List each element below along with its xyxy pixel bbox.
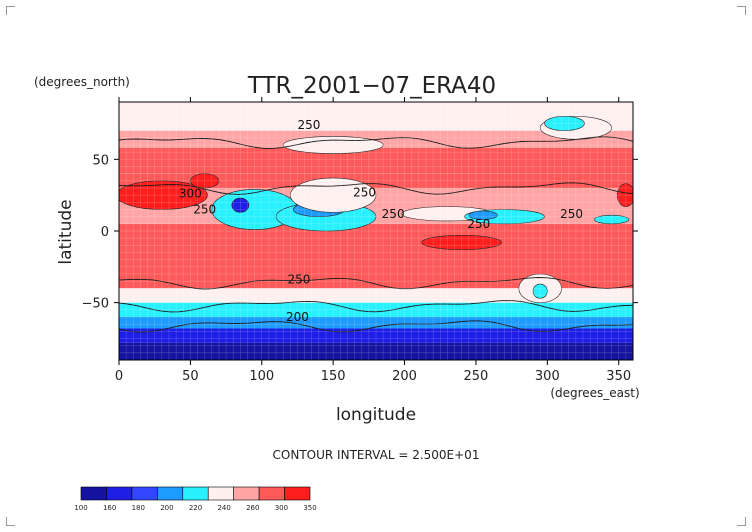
contour-label-3: 250: [382, 207, 405, 221]
contour-label-4: 250: [467, 217, 490, 231]
legend-swatch-0: [80, 486, 107, 501]
contour-labels: 250 250 250 250 250 250 250 200 300: [179, 118, 583, 324]
legend-swatch-5: [207, 486, 234, 501]
contour-label-5: 250: [560, 207, 583, 221]
zonal-band-2: [119, 147, 633, 174]
legend-swatch-1: [106, 486, 133, 501]
x-tick-label-5: 250: [464, 369, 489, 384]
y-tick-label-1: 0: [101, 225, 109, 240]
crop-mark-top-right: [737, 6, 746, 15]
legend-swatch-7: [258, 486, 285, 501]
crop-mark-top-left: [6, 6, 15, 15]
plot-grid: [119, 102, 633, 360]
zonal-band-9: [119, 328, 633, 343]
x-tick-label-4: 200: [392, 369, 417, 384]
legend-label-8: 350: [303, 504, 316, 512]
y-axis-label: latitude: [56, 199, 76, 264]
legend-label-4: 220: [189, 504, 202, 512]
legend-label-5: 240: [217, 504, 230, 512]
zonal-band-6: [119, 288, 633, 303]
contour-label-2: 250: [193, 203, 216, 217]
x-axis-units: (degrees_east): [550, 386, 639, 400]
feature-blob-8: [231, 197, 250, 213]
legend-label-0: 100: [74, 504, 87, 512]
crop-mark-bottom-right: [737, 517, 746, 526]
feature-blob-3: [616, 183, 633, 207]
contour-label-0: 250: [297, 118, 320, 132]
feature-blob-13: [468, 210, 498, 220]
contour-interval-note: CONTOUR INTERVAL = 2.500E+01: [273, 448, 480, 462]
x-tick-label-6: 300: [535, 369, 560, 384]
feature-blob-15: [290, 177, 377, 213]
legend-label-1: 160: [103, 504, 116, 512]
legend-swatch-8: [284, 486, 311, 501]
heatmap-features: [119, 116, 633, 303]
legend-swatch-3: [157, 486, 184, 501]
zonal-band-8: [119, 317, 633, 329]
legend-swatch-6: [233, 486, 260, 501]
y-tick-label-2: 50: [92, 153, 109, 168]
contour-line-2: [119, 277, 633, 290]
legend-label-6: 260: [246, 504, 259, 512]
feature-blob-14: [594, 214, 630, 225]
zonal-band-3: [119, 173, 633, 188]
feature-blob-17: [532, 283, 548, 299]
crop-mark-bottom-left: [6, 517, 15, 526]
legend-label-2: 180: [132, 504, 145, 512]
x-axis-label: longitude: [336, 405, 416, 425]
zonal-band-10: [119, 342, 633, 360]
x-tick-label-7: 350: [606, 369, 631, 384]
zonal-band-7: [119, 302, 633, 317]
x-axis-ticks: 0 50 100 150 200 250 300 350: [115, 97, 631, 384]
contour-line-3: [119, 300, 633, 313]
contour-line-1: [119, 182, 633, 195]
legend-label-3: 200: [160, 504, 173, 512]
legend-label-7: 300: [275, 504, 288, 512]
color-legend: 100 160 180 200 220 240 260 300 350: [74, 486, 317, 512]
feature-blob-6: [544, 116, 585, 131]
y-axis-units: (degrees_north): [34, 75, 130, 89]
y-axis-ticks: −50 0 50: [82, 153, 638, 312]
legend-swatch-4: [182, 486, 209, 501]
contour-label-6: 250: [287, 273, 310, 287]
feature-blob-2: [421, 234, 502, 250]
x-tick-label-0: 0: [115, 369, 123, 384]
x-tick-label-2: 100: [249, 369, 274, 384]
y-tick-label-0: −50: [82, 297, 109, 312]
chart-title: TTR_2001−07_ERA40: [247, 73, 496, 99]
contour-label-8: 300: [179, 187, 202, 201]
x-tick-label-3: 150: [321, 369, 346, 384]
legend-swatch-2: [131, 486, 158, 501]
contour-line-0: [119, 136, 633, 149]
feature-blob-1: [190, 173, 220, 189]
contour-label-7: 200: [286, 310, 309, 324]
x-tick-label-1: 50: [182, 369, 199, 384]
contour-line-4: [119, 320, 633, 333]
feature-blob-0: [119, 180, 208, 210]
contour-label-1: 250: [353, 185, 376, 199]
